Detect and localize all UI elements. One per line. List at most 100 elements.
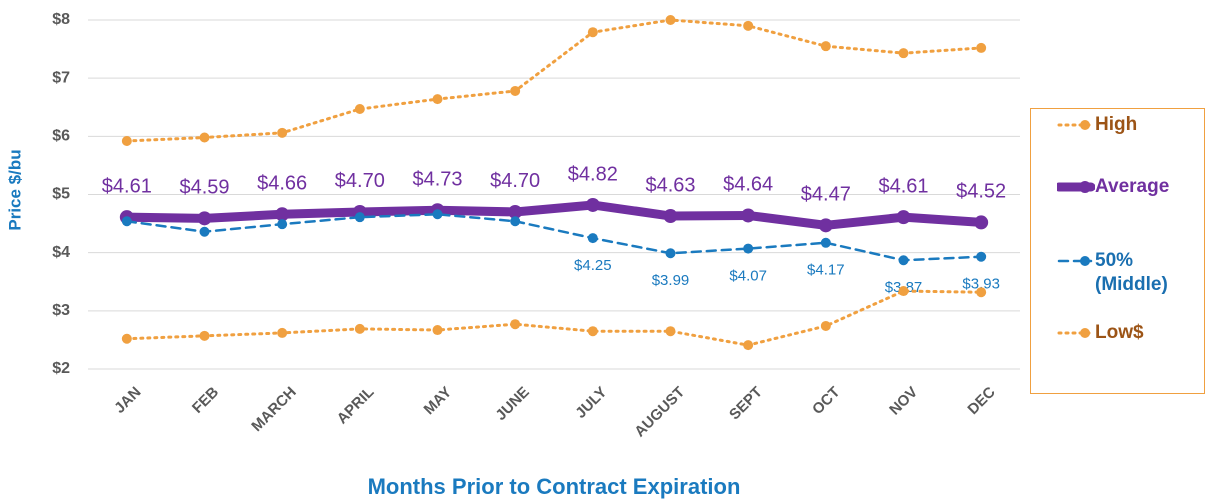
point xyxy=(665,248,676,259)
point xyxy=(976,42,987,53)
point xyxy=(275,207,290,222)
legend-swatch xyxy=(1057,181,1095,193)
data-label: $4.70 xyxy=(335,170,385,192)
point xyxy=(898,255,909,266)
y-axis-title: Price $/bu xyxy=(5,149,24,230)
point xyxy=(743,20,754,31)
point xyxy=(974,215,989,230)
point xyxy=(432,94,443,105)
point xyxy=(121,216,132,227)
x-tick-label: JULY xyxy=(572,384,610,422)
x-tick-label: JUNE xyxy=(492,384,532,424)
y-tick-label: $8 xyxy=(52,11,70,28)
y-tick-label: $6 xyxy=(52,128,70,145)
point xyxy=(663,209,678,224)
point xyxy=(665,326,676,337)
point xyxy=(199,330,210,341)
point xyxy=(898,286,909,297)
x-tick-label: APRIL xyxy=(334,384,378,428)
point xyxy=(743,340,754,351)
point xyxy=(354,323,365,334)
x-tick-label: JAN xyxy=(111,384,144,417)
legend-marker xyxy=(1080,120,1090,130)
point xyxy=(898,48,909,59)
legend-label: Low$ xyxy=(1095,322,1144,343)
point xyxy=(585,197,600,212)
point xyxy=(741,208,756,223)
x-tick-label: DEC xyxy=(964,383,999,418)
x-tick-label: AUGUST xyxy=(631,384,688,441)
point xyxy=(197,211,212,226)
y-tick-label: $4 xyxy=(52,244,70,261)
point xyxy=(820,237,831,248)
point xyxy=(510,85,521,96)
legend-label: 50% (Middle) xyxy=(1095,250,1168,295)
point xyxy=(199,132,210,143)
legend-label: Average xyxy=(1095,176,1170,197)
data-label: $3.99 xyxy=(652,272,690,289)
legend-item: Low$ xyxy=(1057,321,1205,345)
x-tick-label: NOV xyxy=(886,384,921,419)
point xyxy=(277,127,288,138)
data-label: $4.61 xyxy=(102,175,152,197)
point xyxy=(121,135,132,146)
data-label: $4.66 xyxy=(257,173,307,195)
point xyxy=(587,27,598,38)
series-line xyxy=(122,200,986,230)
data-label: $4.61 xyxy=(878,175,928,197)
point xyxy=(354,103,365,114)
data-label: $3.93 xyxy=(962,276,1000,293)
x-tick-label: FEB xyxy=(189,383,222,416)
legend-marker xyxy=(1080,328,1090,338)
data-label: $4.73 xyxy=(412,168,462,190)
data-label: $4.07 xyxy=(729,268,767,285)
x-tick-label: MAY xyxy=(421,384,456,419)
y-tick-label: $7 xyxy=(52,69,70,86)
y-tick-label: $3 xyxy=(52,302,70,319)
point xyxy=(896,210,911,225)
data-label: $4.17 xyxy=(807,262,845,279)
data-label: $4.59 xyxy=(179,177,229,199)
point xyxy=(510,319,521,330)
y-tick-label: $2 xyxy=(52,360,70,377)
x-axis-title: Months Prior to Contract Expiration xyxy=(368,474,741,499)
x-tick-label: OCT xyxy=(809,384,843,418)
series-line xyxy=(125,213,983,262)
point xyxy=(743,243,754,254)
legend-item: High xyxy=(1057,113,1205,137)
legend-label: High xyxy=(1095,114,1138,135)
point xyxy=(432,209,443,220)
point xyxy=(432,325,443,336)
data-label: $4.70 xyxy=(490,170,540,192)
x-tick-label: SEPT xyxy=(726,384,766,424)
data-label: $4.25 xyxy=(574,257,612,274)
series-line xyxy=(125,18,983,143)
point xyxy=(354,212,365,223)
point xyxy=(508,204,523,219)
legend-item: Average xyxy=(1057,175,1205,199)
point xyxy=(820,320,831,331)
legend-marker xyxy=(1079,181,1091,193)
data-label: $4.52 xyxy=(956,181,1006,203)
point xyxy=(199,226,210,237)
point xyxy=(277,327,288,338)
point xyxy=(121,333,132,344)
data-label: $4.63 xyxy=(645,174,695,196)
point xyxy=(510,216,521,227)
point xyxy=(818,218,833,233)
point xyxy=(277,219,288,230)
legend-swatch xyxy=(1057,328,1093,338)
point xyxy=(587,326,598,337)
legend-swatch xyxy=(1057,256,1093,266)
legend-marker xyxy=(1080,256,1090,266)
legend-swatch xyxy=(1057,120,1093,130)
data-label: $4.64 xyxy=(723,174,773,196)
point xyxy=(976,287,987,298)
legend: High Average 50% (Middle) Low$ xyxy=(1030,108,1205,394)
point xyxy=(976,251,987,262)
data-label: $4.82 xyxy=(568,163,618,185)
point xyxy=(587,233,598,244)
legend-item: 50% (Middle) xyxy=(1057,249,1205,297)
